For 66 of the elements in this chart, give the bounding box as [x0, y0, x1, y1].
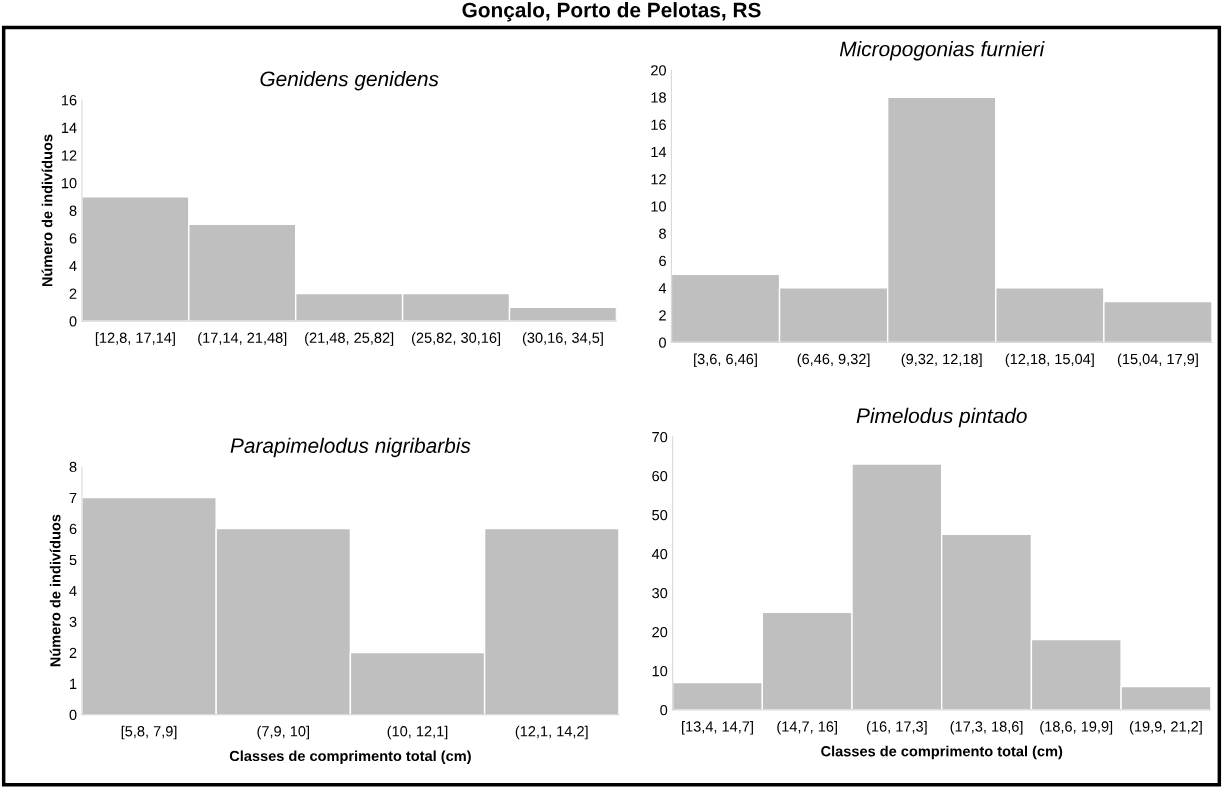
- y-tick-label: 4: [658, 283, 667, 294]
- x-tick-label: (30,16, 34,5]: [522, 332, 603, 346]
- y-tick-label: 10: [61, 177, 77, 189]
- x-tick-label: (18,6, 19,9]: [1040, 720, 1113, 735]
- y-tick-label: 8: [659, 228, 666, 239]
- y-tick-label: 2: [69, 288, 77, 299]
- y-tick-label: 10: [651, 201, 666, 212]
- y-tick-label: 1: [70, 678, 77, 689]
- y-tick-label: 3: [69, 616, 77, 628]
- x-tick-label: (25,82, 30,16]: [411, 332, 501, 346]
- x-tick-label: (12,18, 15,04]: [1005, 353, 1094, 368]
- y-tick-label: 14: [61, 122, 77, 133]
- y-tick-label: 2: [69, 647, 77, 658]
- x-tick-label: [13,4, 14,7]: [682, 720, 753, 735]
- x-tick-label: (21,48, 25,82]: [305, 332, 394, 346]
- x-tick-label: (15,04, 17,9]: [1117, 353, 1198, 368]
- y-tick-label: 2: [659, 310, 666, 321]
- y-tick-label: 0: [659, 337, 666, 348]
- y-tick-label: 60: [652, 470, 668, 482]
- y-tick-label: 8: [69, 205, 77, 216]
- y-tick-label: 70: [652, 431, 668, 443]
- y-tick-label: 40: [651, 548, 668, 560]
- y-tick-label: 6: [659, 255, 666, 267]
- y-tick-label: 6: [69, 233, 77, 244]
- x-tick-label: (16, 17,3]: [866, 720, 927, 735]
- chart-title: Pimelodus pintado: [856, 407, 1027, 428]
- y-axis-title: Número de indivíduos: [49, 514, 61, 667]
- y-tick-label: 18: [651, 92, 666, 103]
- y-tick-label: 20: [651, 65, 666, 76]
- y-tick-label: 8: [69, 461, 77, 473]
- y-tick-label: 0: [69, 709, 77, 721]
- x-tick-label: (19,9, 21,2]: [1129, 720, 1202, 735]
- y-tick-label: 16: [651, 119, 666, 130]
- x-tick-label: [5,8, 7,9]: [121, 725, 177, 740]
- x-tick-label: (12,1, 14,2]: [515, 725, 588, 740]
- x-axis-title: Classes de comprimento total (cm): [229, 750, 471, 765]
- x-tick-label: (14,7, 16]: [777, 720, 837, 735]
- y-tick-label: 12: [651, 174, 666, 185]
- y-tick-label: 50: [652, 509, 668, 521]
- chart-title: Genidens genidens: [260, 70, 439, 91]
- y-axis-title: Número de indivíduos: [41, 134, 53, 287]
- x-tick-label: [12,8, 17,14]: [95, 332, 175, 346]
- y-tick-label: 30: [652, 587, 668, 599]
- y-tick-label: 6: [69, 523, 77, 535]
- y-tick-label: 14: [651, 146, 667, 158]
- y-tick-label: 4: [69, 261, 77, 272]
- chart-title: Parapimelodus nigribarbis: [230, 437, 471, 458]
- y-tick-label: 20: [652, 626, 668, 638]
- y-tick-label: 12: [61, 150, 77, 161]
- x-tick-label: (10, 12,1]: [387, 725, 448, 740]
- x-tick-label: (6,46, 9,32]: [797, 353, 870, 368]
- y-tick-label: 16: [61, 95, 77, 106]
- chart-title: Micropogonias furnieri: [839, 41, 1045, 61]
- x-tick-label: (9,32, 12,18]: [901, 353, 982, 368]
- y-tick-label: 0: [660, 704, 668, 716]
- text: Gonçalo, Porto de Pelotas, RS: [462, 2, 761, 22]
- x-axis-title: Classes de comprimento total (cm): [821, 745, 1063, 760]
- x-tick-label: (17,3, 18,6]: [950, 720, 1023, 735]
- y-tick-label: 0: [69, 316, 77, 327]
- y-tick-label: 4: [69, 585, 77, 596]
- x-tick-label: (7,9, 10]: [257, 725, 309, 740]
- y-tick-label: 10: [652, 665, 668, 677]
- y-tick-label: 7: [69, 492, 77, 503]
- x-tick-label: [3,6, 6,46]: [694, 353, 757, 368]
- x-tick-label: (17,14, 21,48]: [198, 332, 287, 346]
- y-tick-label: 5: [69, 554, 77, 566]
